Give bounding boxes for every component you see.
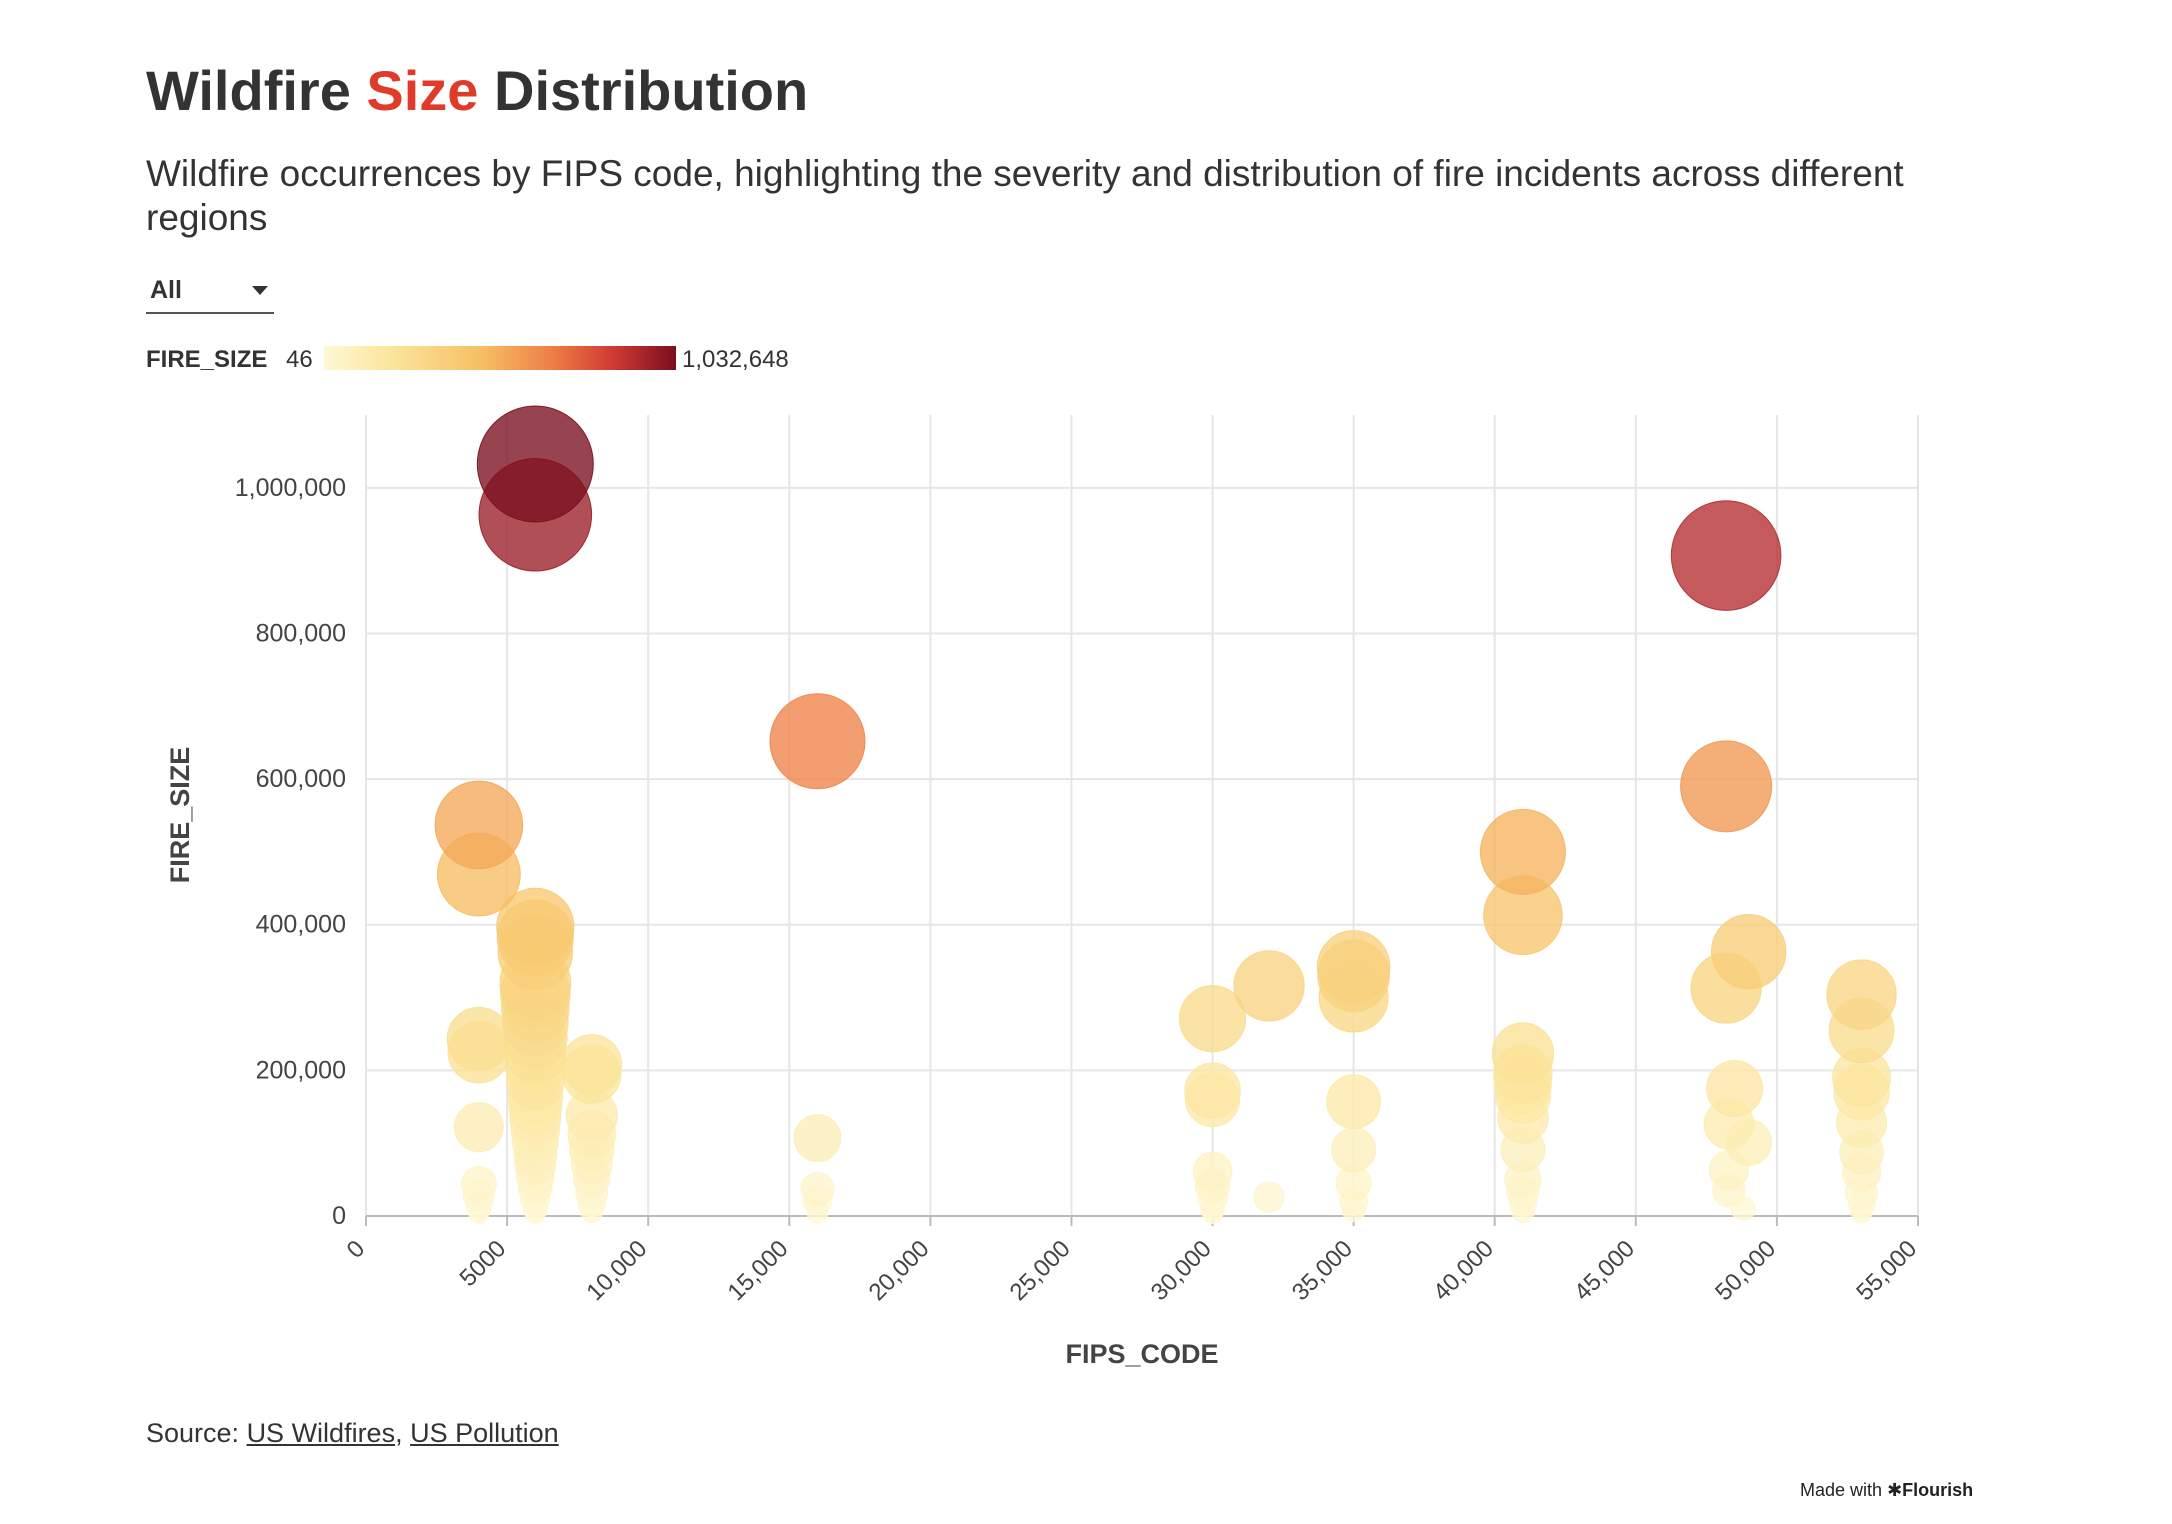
y-tick-label: 0 [332,1202,346,1230]
y-tick-label: 400,000 [256,911,346,939]
source-link-us-wildfires[interactable]: US Wildfires [246,1418,396,1448]
x-axis-label: FIPS_CODE [1065,1339,1218,1369]
bubble [446,1006,512,1072]
bubble [460,1165,497,1202]
made-with-flourish[interactable]: Made with ✱Flourish [1800,1480,1973,1501]
caret-down-icon [252,286,268,295]
bubble [1680,740,1773,833]
legend-min-label: 46 [286,346,313,373]
bubble [1253,1181,1285,1213]
y-tick-label: 1,000,000 [235,474,346,502]
bubble [800,1171,835,1207]
bubble-layer [434,405,1897,1225]
y-axis-label: FIRE_SIZE [165,747,195,884]
bubble [1178,985,1247,1053]
chart-title: Wildfire Size Distribution [146,58,808,123]
chart-subtitle: Wildfire occurrences by FIPS code, highl… [146,153,1904,238]
bubble [1184,1062,1241,1120]
y-tick-label: 200,000 [256,1056,346,1084]
legend-max-label: 1,032,648 [682,346,789,373]
source-prefix: Source: [146,1418,247,1448]
bubble [793,1114,842,1162]
x-tick-label: 20,000 [864,1235,935,1306]
bubble [496,887,575,967]
x-tick-label: 0 [342,1235,371,1264]
y-axis-ticks: 0 200,000 400,000 600,000 800,000 1,000,000 [235,474,346,1230]
made-with-text: Made with [1800,1480,1883,1500]
legend-title: FIRE_SIZE [146,346,268,373]
bubble [1706,1060,1764,1118]
filter-dropdown[interactable]: All [146,272,274,314]
bubble [476,405,594,523]
x-tick-label: 50,000 [1710,1235,1781,1306]
bubble [1233,950,1305,1022]
x-tick-label: 5000 [454,1235,511,1292]
title-highlight: Size [366,59,479,122]
source-line: Source: US Wildfires, US Pollution [146,1418,559,1449]
bubble [769,693,866,790]
title-part-2: Distribution [478,59,809,122]
x-tick-label: 55,000 [1851,1235,1922,1306]
source-separator: , [395,1418,411,1448]
flourish-asterisk-icon: ✱ [1887,1480,1903,1500]
x-tick-label: 40,000 [1428,1235,1499,1306]
x-tick-label: 10,000 [581,1235,652,1306]
bubble [1192,1151,1233,1192]
source-link-us-pollution[interactable]: US Pollution [410,1418,559,1448]
x-tick-label: 35,000 [1287,1235,1358,1306]
x-axis-ticks: 0 5000 10,000 15,000 20,000 25,000 30,000 35,00… [342,1216,1922,1306]
x-tick-label: 30,000 [1146,1235,1217,1306]
bubble [434,780,524,870]
y-tick-label: 600,000 [256,765,346,793]
bubble [1331,1127,1377,1173]
legend-gradient-bar [324,346,676,370]
x-tick-label: 45,000 [1569,1235,1640,1306]
bubble [1710,913,1787,990]
title-part-1: Wildfire [146,59,367,122]
x-tick-label: 25,000 [1005,1235,1076,1306]
bubble [1826,959,1897,1030]
bubble [1670,500,1782,611]
flourish-brand: Flourish [1902,1480,1974,1500]
bubble [1316,930,1391,1004]
bubble [561,1034,623,1095]
bubble [1326,1074,1382,1130]
bubble [453,1102,504,1153]
bubble [1491,1022,1555,1085]
y-tick-label: 800,000 [256,619,346,647]
bubble [1479,808,1566,895]
x-tick-label: 15,000 [723,1235,794,1306]
bubble-chart: 0 5000 10,000 15,000 20,000 25,000 30,000 35,00… [165,405,1922,1369]
filter-selected-value: All [150,276,182,304]
